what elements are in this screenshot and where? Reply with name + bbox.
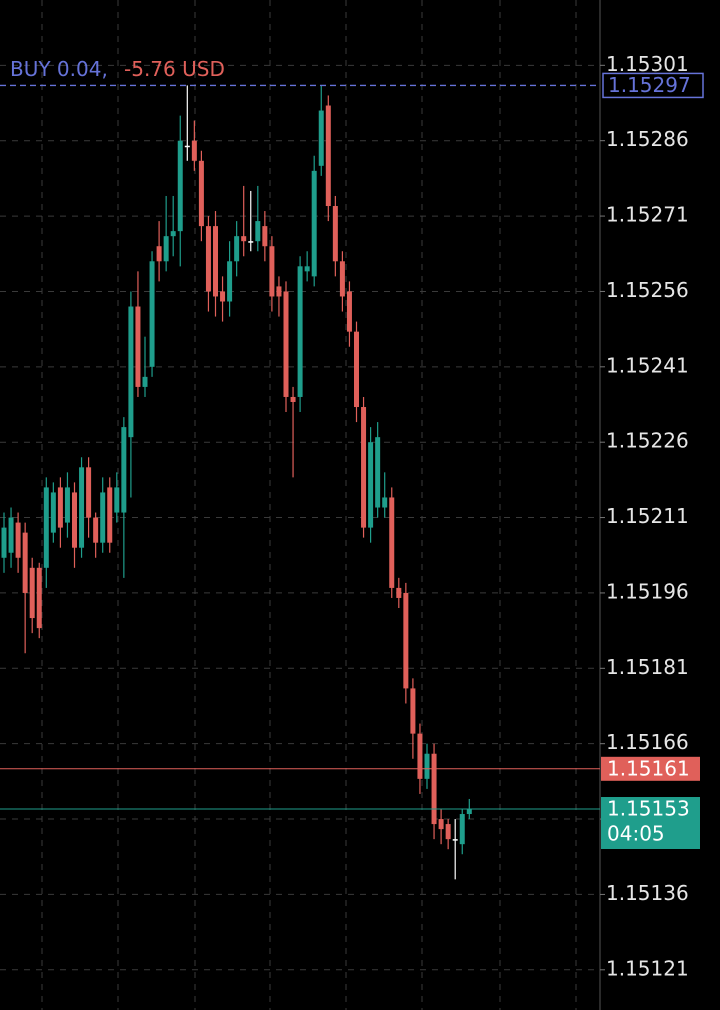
candle-body	[375, 437, 381, 508]
candle-body	[15, 522, 21, 558]
candle-body	[213, 226, 218, 297]
candle-body	[438, 819, 444, 830]
candle-body	[100, 492, 106, 543]
candle-body	[255, 221, 261, 242]
candle-body	[410, 688, 416, 734]
candle-body	[177, 140, 183, 232]
candle-body	[8, 517, 14, 553]
candle-body	[417, 733, 423, 779]
candle-body	[184, 145, 190, 148]
candle-body	[382, 497, 388, 508]
candle-body	[234, 236, 240, 262]
candle-body	[22, 532, 28, 593]
candle-body	[79, 467, 85, 548]
candle-body	[64, 487, 70, 523]
candle-body	[227, 261, 233, 302]
candle-body	[170, 231, 176, 237]
candle-body	[283, 291, 289, 397]
candle-body	[93, 517, 99, 543]
candle-body	[72, 492, 77, 548]
candle-body	[297, 266, 303, 397]
candle-body	[354, 331, 359, 408]
bid-timer: 04:05	[607, 822, 665, 846]
candle-body	[149, 261, 155, 367]
candle-body	[452, 839, 458, 841]
candle-body	[163, 236, 169, 262]
bid-tag	[601, 797, 700, 850]
candle-body	[368, 442, 374, 528]
candle-body	[43, 487, 49, 568]
candle-body	[205, 226, 211, 292]
candle-body	[304, 266, 310, 272]
position-profit: -5.76 USD	[124, 57, 225, 81]
y-tick-label: 1.15211	[606, 504, 689, 528]
candle-body	[36, 567, 42, 629]
position-tag	[602, 72, 704, 99]
candle-body	[57, 487, 63, 528]
candle-body	[191, 140, 197, 161]
candle-body	[121, 427, 127, 513]
position-label: BUY 0.04,	[10, 57, 108, 81]
candle-body	[1, 527, 7, 558]
bid-price: 1.15153	[607, 797, 690, 821]
candle-body	[346, 291, 352, 332]
y-tick-label: 1.15256	[606, 278, 689, 302]
candle-body	[241, 236, 247, 242]
candle-body	[135, 306, 141, 387]
y-tick-label: 1.15121	[606, 956, 689, 980]
y-tick-label: 1.15226	[606, 429, 689, 453]
ask-price: 1.15161	[607, 756, 690, 780]
candle-body	[424, 753, 430, 779]
candle-body	[262, 226, 268, 247]
candle-body	[389, 497, 395, 588]
candle-body	[114, 487, 120, 513]
candle-body	[318, 110, 324, 166]
y-tick-label: 1.15136	[606, 881, 689, 905]
candle-body	[361, 407, 367, 528]
candle-body	[198, 160, 204, 227]
candle-body	[445, 824, 451, 840]
candle-body	[311, 170, 317, 277]
ask-tag	[601, 756, 700, 781]
candle-body	[269, 246, 275, 297]
candle-body	[156, 246, 162, 262]
y-tick-label: 1.15166	[606, 730, 689, 754]
candle-body	[142, 376, 148, 387]
candle-body	[276, 286, 282, 297]
position-price: 1.15297	[608, 73, 691, 97]
y-tick-label: 1.15301	[606, 52, 689, 76]
candle-body	[466, 809, 472, 815]
candle-body	[107, 487, 113, 543]
candle-body	[325, 105, 331, 207]
candle-body	[431, 753, 437, 825]
candle-body	[332, 206, 338, 262]
candle-body	[128, 306, 134, 438]
candle-body	[396, 587, 402, 598]
y-tick-label: 1.15286	[606, 127, 689, 151]
candle-body	[220, 291, 226, 302]
y-tick-label: 1.15271	[606, 203, 689, 227]
candle-body	[50, 492, 56, 533]
candle-body	[290, 396, 296, 402]
candle-body	[29, 567, 35, 619]
candle-body	[459, 814, 465, 845]
candle-body	[248, 241, 254, 243]
candle-body	[403, 592, 409, 689]
y-tick-label: 1.15181	[606, 655, 689, 679]
candle-body	[86, 467, 92, 518]
candle-body	[339, 261, 345, 297]
y-tick-label: 1.15241	[606, 353, 689, 377]
y-tick-label: 1.15196	[606, 579, 689, 603]
